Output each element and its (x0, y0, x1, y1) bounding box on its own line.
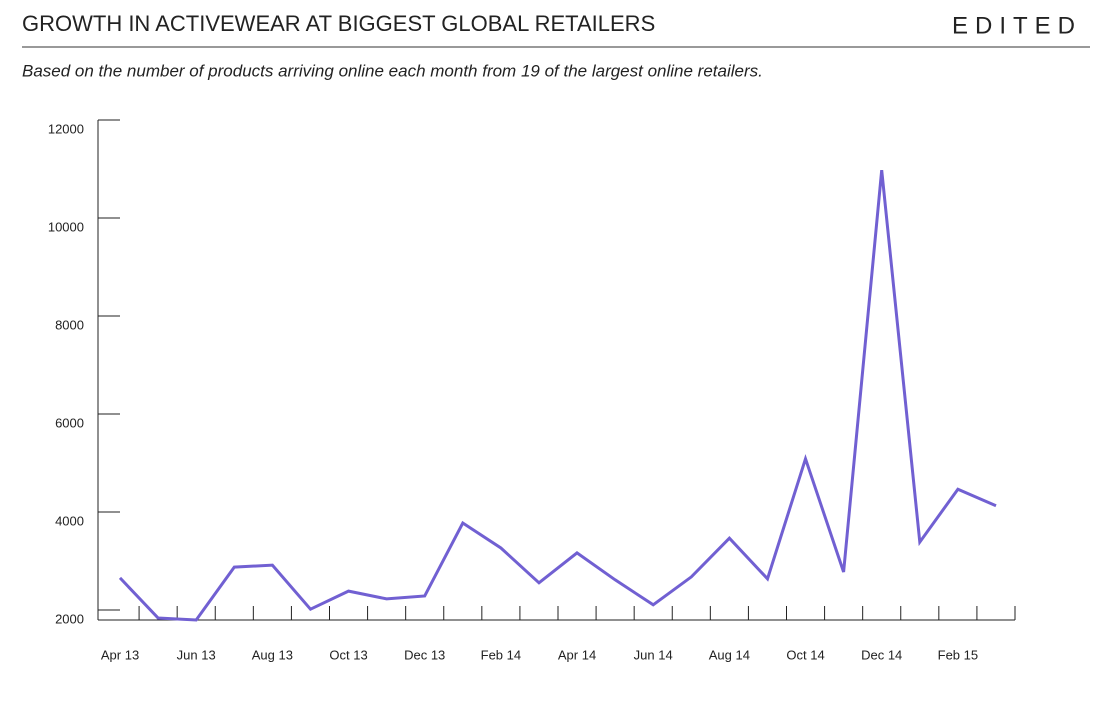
x-tick-label: Dec 14 (861, 647, 902, 662)
y-tick-label: 10000 (48, 219, 84, 234)
y-tick-label: 12000 (48, 121, 84, 136)
x-tick-label: Apr 13 (101, 647, 139, 662)
x-tick-label: Aug 14 (709, 647, 750, 662)
brand: EDITED (952, 12, 1082, 39)
chart-title: GROWTH IN ACTIVEWEAR AT BIGGEST GLOBAL R… (22, 11, 655, 36)
chart-subtitle: Based on the number of products arriving… (22, 61, 763, 80)
y-tick-label: 4000 (55, 513, 84, 528)
x-tick-label: Feb 14 (481, 647, 521, 662)
x-tick-label: Aug 13 (252, 647, 293, 662)
y-tick-label: 8000 (55, 317, 84, 332)
line-series (118, 170, 997, 622)
x-tick-label: Oct 13 (329, 647, 367, 662)
y-tick-label: 2000 (55, 611, 84, 626)
y-tick-label: 6000 (55, 415, 84, 430)
x-tick-label: Jun 14 (634, 647, 673, 662)
x-tick-label: Feb 15 (938, 647, 978, 662)
x-tick-label: Jun 13 (177, 647, 216, 662)
x-tick-label: Apr 14 (558, 647, 596, 662)
x-tick-label: Dec 13 (404, 647, 445, 662)
x-tick-label: Oct 14 (786, 647, 824, 662)
